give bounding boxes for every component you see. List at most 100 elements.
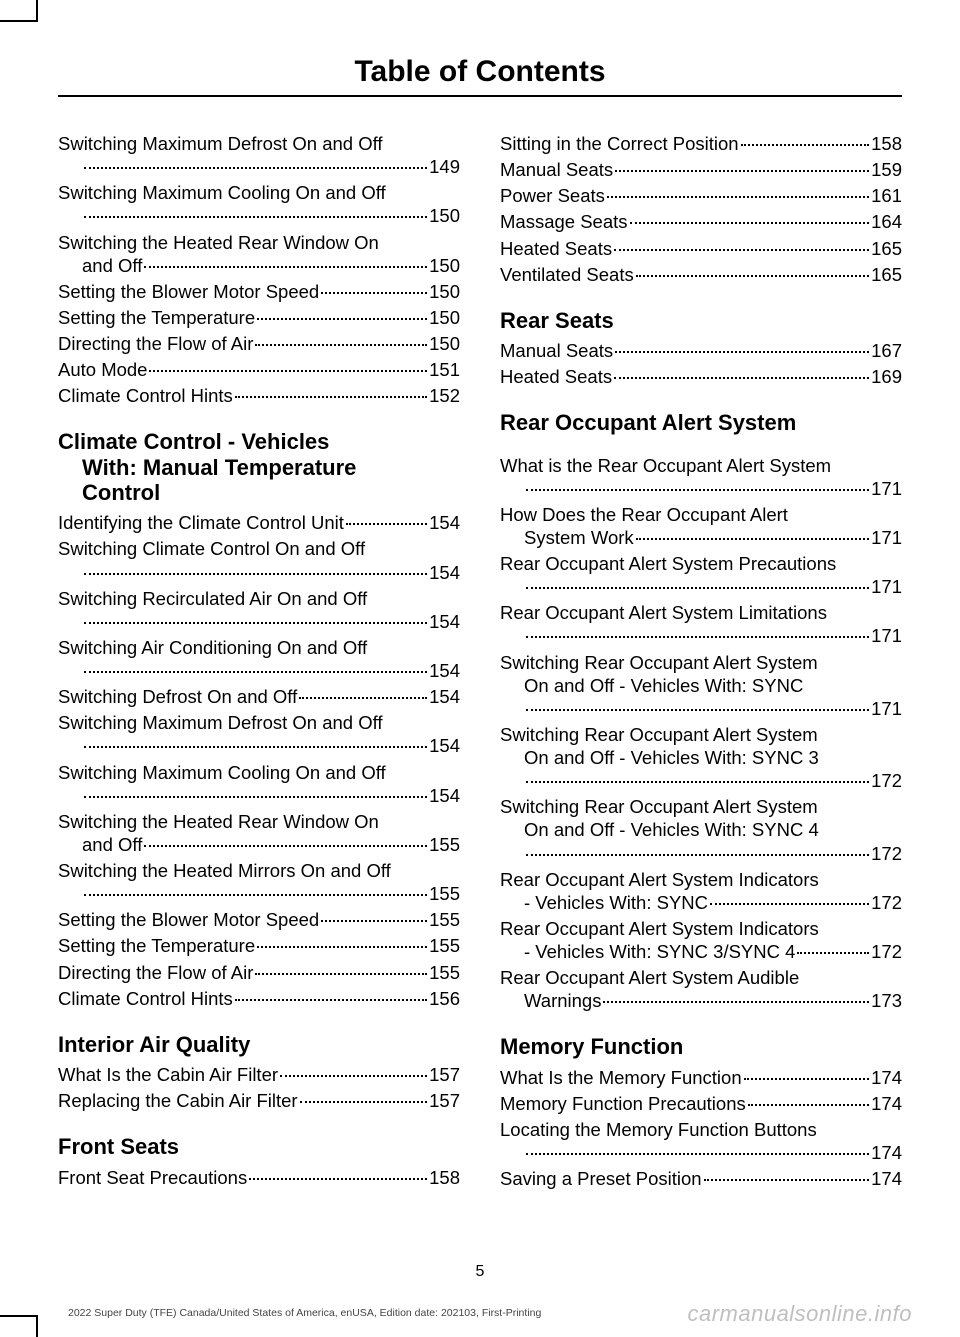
toc-title: What Is the Memory Function (500, 1066, 742, 1089)
toc-leader (710, 903, 869, 905)
toc-title: What is the Rear Occupant Alert System (500, 454, 902, 477)
toc-leader (321, 292, 427, 294)
toc-title: Switching Maximum Defrost On and Off (58, 711, 460, 734)
toc-leader (603, 1001, 869, 1003)
page-title: Table of Contents (0, 55, 960, 89)
toc-leader (630, 222, 870, 224)
toc-entry: Switching Rear Occupant Alert SystemOn a… (500, 651, 902, 720)
toc-page: 174 (871, 1066, 902, 1089)
toc-page: 172 (871, 940, 902, 963)
toc-page: 171 (871, 697, 902, 720)
toc-leader (84, 573, 427, 575)
toc-title-cont: On and Off - Vehicles With: SYNC (500, 674, 902, 697)
toc-leader (257, 946, 427, 948)
toc-entry: Locating the Memory Function Buttons174 (500, 1118, 902, 1164)
toc-leader (607, 196, 869, 198)
toc-leader (748, 1104, 869, 1106)
toc-entry: Setting the Temperature150 (58, 306, 460, 329)
toc-title-cont: On and Off - Vehicles With: SYNC 4 (500, 818, 902, 841)
toc-leader (321, 920, 427, 922)
toc-leader (84, 671, 427, 673)
toc-entry: Manual Seats159 (500, 158, 902, 181)
toc-leader (614, 377, 869, 379)
toc-title: Setting the Temperature (58, 934, 255, 957)
toc-title: Memory Function Precautions (500, 1092, 746, 1115)
toc-leader (144, 845, 427, 847)
toc-title: Switching Rear Occupant Alert System (500, 651, 902, 674)
section-heading: Memory Function (500, 1034, 902, 1059)
toc-entry: Massage Seats164 (500, 210, 902, 233)
section-heading: Interior Air Quality (58, 1032, 460, 1057)
toc-entry: Rear Occupant Alert System AudibleWarnin… (500, 966, 902, 1012)
toc-page: 154 (429, 685, 460, 708)
toc-page: 174 (871, 1167, 902, 1190)
toc-leader (526, 1153, 869, 1155)
toc-title: Setting the Blower Motor Speed (58, 280, 319, 303)
toc-page: 165 (871, 237, 902, 260)
toc-leader (797, 952, 869, 954)
toc-entry: Switching Recirculated Air On and Off154 (58, 587, 460, 633)
toc-leader (615, 351, 869, 353)
toc-entry: Switching Maximum Cooling On and Off150 (58, 181, 460, 227)
toc-page: 154 (429, 659, 460, 682)
toc-page: 171 (871, 575, 902, 598)
crop-mark-top-left (0, 0, 38, 22)
toc-page: 158 (871, 132, 902, 155)
toc-leader (346, 523, 427, 525)
toc-title: Replacing the Cabin Air Filter (58, 1089, 298, 1112)
toc-page: 154 (429, 734, 460, 757)
toc-leader (149, 370, 427, 372)
toc-page: 155 (429, 908, 460, 931)
footer-watermark: carmanualsonline.info (687, 1301, 912, 1327)
toc-leader (526, 489, 869, 491)
toc-leader (526, 709, 869, 711)
toc-entry: Manual Seats167 (500, 339, 902, 362)
toc-leader (300, 1101, 428, 1103)
left-column: Switching Maximum Defrost On and Off149S… (58, 132, 460, 1193)
toc-title: Rear Occupant Alert System Indicators (500, 868, 902, 891)
toc-page: 154 (429, 610, 460, 633)
toc-entry: Setting the Blower Motor Speed 150 (58, 280, 460, 303)
toc-leader (144, 266, 427, 268)
toc-entry: Switching Rear Occupant Alert SystemOn a… (500, 795, 902, 864)
toc-title: Switching Rear Occupant Alert System (500, 795, 902, 818)
toc-entry: Rear Occupant Alert System Indicators- V… (500, 917, 902, 963)
toc-page: 150 (429, 280, 460, 303)
toc-title-cont: On and Off - Vehicles With: SYNC 3 (500, 746, 902, 769)
toc-title: Auto Mode (58, 358, 147, 381)
toc-page: 156 (429, 987, 460, 1010)
toc-page: 151 (429, 358, 460, 381)
toc-title: Locating the Memory Function Buttons (500, 1118, 902, 1141)
toc-title: Switching the Heated Rear Window On (58, 231, 460, 254)
crop-mark-bottom-left (0, 1315, 38, 1337)
toc-page: 150 (429, 332, 460, 355)
toc-title: Power Seats (500, 184, 605, 207)
toc-page: 172 (871, 769, 902, 792)
toc-title: Switching Recirculated Air On and Off (58, 587, 460, 610)
toc-title: Heated Seats (500, 365, 612, 388)
toc-page: 157 (429, 1089, 460, 1112)
toc-page: 172 (871, 891, 902, 914)
toc-page: 171 (871, 624, 902, 647)
toc-title: Rear Occupant Alert System Limitations (500, 601, 902, 624)
toc-entry: Climate Control Hints152 (58, 384, 460, 407)
toc-page: 155 (429, 934, 460, 957)
toc-entry: Switching Rear Occupant Alert SystemOn a… (500, 723, 902, 792)
toc-entry: What is the Rear Occupant Alert System17… (500, 454, 902, 500)
toc-page: 171 (871, 477, 902, 500)
toc-leader (526, 636, 869, 638)
toc-entry: Switching Maximum Defrost On and Off149 (58, 132, 460, 178)
toc-page: 149 (429, 155, 460, 178)
toc-title: Setting the Temperature (58, 306, 255, 329)
toc-title: Switching Rear Occupant Alert System (500, 723, 902, 746)
toc-page: 155 (429, 882, 460, 905)
toc-page: 155 (429, 961, 460, 984)
toc-page: 154 (429, 511, 460, 534)
toc-entry: Switching the Heated Rear Window Onand O… (58, 231, 460, 277)
toc-title: Manual Seats (500, 158, 613, 181)
toc-page: 174 (871, 1141, 902, 1164)
toc-leader (255, 973, 427, 975)
toc-page: 173 (871, 989, 902, 1012)
toc-title: Directing the Flow of Air (58, 332, 253, 355)
toc-title: Switching Maximum Cooling On and Off (58, 761, 460, 784)
